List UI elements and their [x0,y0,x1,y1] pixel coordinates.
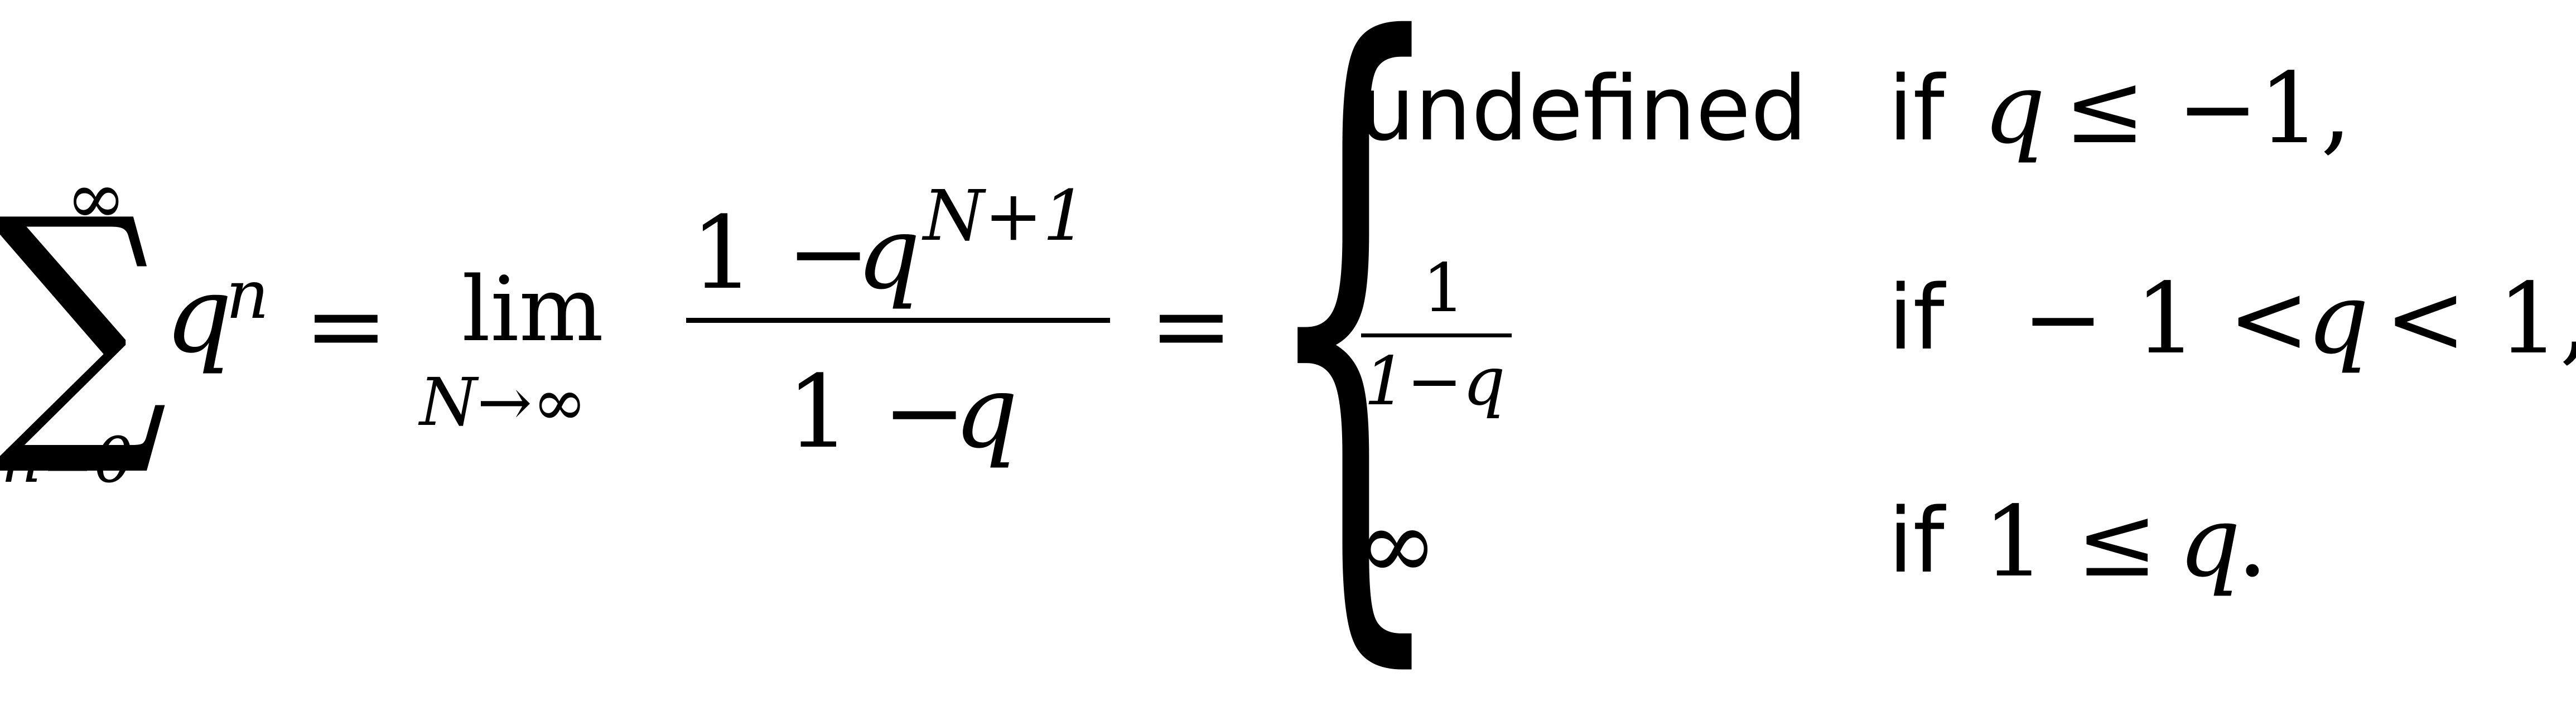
equals-sign-2: = [1149,268,1233,384]
sum-operator: ∑ [0,158,168,483]
formula-canvas: ∞ ∑ n=0 q n = lim N→∞ 1 − q N+1 1 − q = … [0,0,2576,664]
case-1-if: if [1888,56,1945,161]
case-2-denominator: 1−q [1364,343,1506,420]
sum-term-base: q [165,253,233,376]
case-2-lead: − 1 < [2022,263,2310,376]
case-3-if: if [1888,488,1945,593]
limit-subscript: N→∞ [419,364,587,441]
fraction-denominator-lead: 1 − [787,354,967,471]
case-2-if: if [1888,265,1945,370]
case-1-value: undefined [1358,56,1807,161]
case-3-value: ∞ [1357,488,1438,602]
case-2-fraction-bar [1361,333,1512,337]
equals-sign-1: = [304,268,388,384]
fraction-denominator-variable: q [954,354,1019,471]
case-2-numerator: 1 [1422,250,1465,327]
fraction-numerator-exponent: N+1 [923,176,1087,257]
case-3-variable: q [2178,486,2241,599]
case-2-variable: q [2307,263,2370,376]
case-3-tail: . [2237,486,2268,599]
limit-operator: lim [462,257,604,361]
sum-term-exponent: n [226,257,269,334]
left-brace: { [1261,0,1449,721]
fraction-numerator-lead: 1 − [691,195,871,312]
case-1-variable: q [1983,52,2046,166]
case-2-tail: < 1, [2385,263,2576,376]
sum-upper-limit: ∞ [66,156,127,240]
case-3-lead: 1 ≤ [1983,486,2158,599]
case-1-relation: ≤ −1, [2064,52,2352,166]
sum-lower-limit: n=0 [1,424,134,497]
fraction-bar [686,318,1110,323]
fraction-numerator-base: q [856,195,921,312]
